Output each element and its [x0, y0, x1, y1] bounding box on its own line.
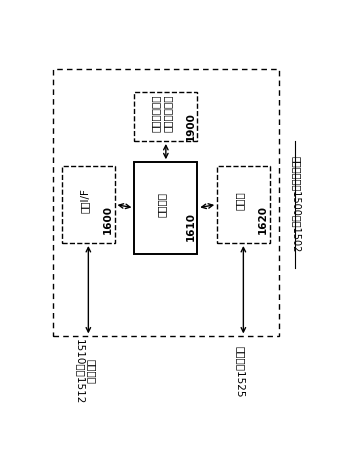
Text: ルーティング
コントローラ: ルーティング コントローラ — [151, 94, 173, 132]
Text: 1900: 1900 — [186, 112, 196, 141]
Text: 伝送デバイス1500又は1502: 伝送デバイス1500又は1502 — [291, 156, 301, 253]
Text: 1600: 1600 — [103, 205, 113, 234]
Text: 通信I/F: 通信I/F — [79, 188, 89, 213]
Bar — [134, 92, 197, 141]
Bar — [134, 162, 197, 254]
Text: 通信信号
1510又は1512: 通信信号 1510又は1512 — [75, 339, 97, 404]
Text: カプラ: カプラ — [235, 191, 244, 210]
Bar — [62, 166, 115, 243]
Text: 送受信機: 送受信機 — [157, 192, 167, 217]
Text: 伝送媒体1525: 伝送媒体1525 — [236, 346, 246, 397]
Bar — [53, 69, 279, 336]
Text: 1610: 1610 — [186, 212, 196, 241]
Bar — [217, 166, 270, 243]
Text: 1620: 1620 — [258, 205, 268, 234]
